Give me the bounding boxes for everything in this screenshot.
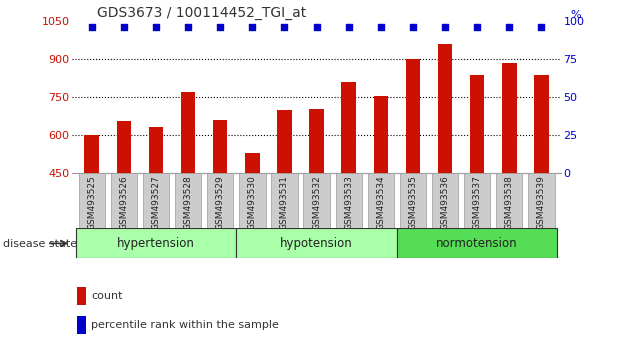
Text: %: %: [571, 10, 581, 20]
FancyBboxPatch shape: [76, 228, 236, 258]
Point: [280, 24, 290, 29]
Text: GSM493535: GSM493535: [408, 175, 418, 230]
Bar: [496, 173, 522, 228]
Bar: [529, 173, 554, 228]
Bar: [181, 92, 195, 173]
Point: [408, 24, 418, 29]
Bar: [149, 126, 163, 173]
Point: [343, 24, 353, 29]
Bar: [207, 173, 233, 228]
Text: disease state: disease state: [3, 239, 77, 249]
Text: hypotension: hypotension: [280, 237, 353, 250]
Point: [440, 24, 450, 29]
Bar: [175, 173, 201, 228]
Point: [119, 24, 129, 29]
Bar: [432, 173, 458, 228]
Bar: [143, 173, 169, 228]
Bar: [77, 316, 86, 334]
Point: [312, 24, 322, 29]
Bar: [464, 173, 490, 228]
Point: [536, 24, 546, 29]
Bar: [117, 121, 131, 173]
Text: GDS3673 / 100114452_TGI_at: GDS3673 / 100114452_TGI_at: [97, 6, 306, 20]
Bar: [304, 173, 329, 228]
Bar: [79, 173, 105, 228]
Text: GSM493530: GSM493530: [248, 175, 257, 230]
Text: GSM493539: GSM493539: [537, 175, 546, 230]
Bar: [341, 82, 356, 173]
Point: [472, 24, 482, 29]
Point: [375, 24, 386, 29]
Text: GSM493525: GSM493525: [87, 175, 96, 230]
Bar: [213, 120, 227, 173]
Text: GSM493532: GSM493532: [312, 175, 321, 230]
Bar: [406, 59, 420, 173]
Bar: [470, 74, 484, 173]
Bar: [438, 44, 452, 173]
Text: GSM493531: GSM493531: [280, 175, 289, 230]
Text: GSM493537: GSM493537: [472, 175, 482, 230]
Text: GSM493533: GSM493533: [344, 175, 353, 230]
Bar: [77, 287, 86, 305]
Text: GSM493527: GSM493527: [151, 175, 161, 230]
Point: [87, 24, 97, 29]
Bar: [309, 109, 324, 173]
Point: [248, 24, 258, 29]
Point: [183, 24, 193, 29]
Point: [504, 24, 514, 29]
Bar: [272, 173, 297, 228]
Point: [215, 24, 226, 29]
Bar: [245, 153, 260, 173]
Bar: [502, 63, 517, 173]
Text: GSM493538: GSM493538: [505, 175, 514, 230]
Bar: [336, 173, 362, 228]
Text: GSM493526: GSM493526: [119, 175, 129, 230]
Bar: [534, 74, 549, 173]
Text: GSM493529: GSM493529: [215, 175, 225, 230]
Bar: [111, 173, 137, 228]
FancyBboxPatch shape: [397, 228, 558, 258]
Text: normotension: normotension: [437, 237, 518, 250]
Text: hypertension: hypertension: [117, 237, 195, 250]
Bar: [368, 173, 394, 228]
Text: percentile rank within the sample: percentile rank within the sample: [91, 320, 279, 330]
Bar: [239, 173, 265, 228]
Bar: [374, 96, 388, 173]
Bar: [277, 110, 292, 173]
Point: [151, 24, 161, 29]
FancyBboxPatch shape: [236, 228, 397, 258]
Text: count: count: [91, 291, 122, 301]
Text: GSM493534: GSM493534: [376, 175, 386, 230]
Text: GSM493528: GSM493528: [183, 175, 193, 230]
Bar: [84, 135, 99, 173]
Text: GSM493536: GSM493536: [440, 175, 450, 230]
Bar: [400, 173, 426, 228]
